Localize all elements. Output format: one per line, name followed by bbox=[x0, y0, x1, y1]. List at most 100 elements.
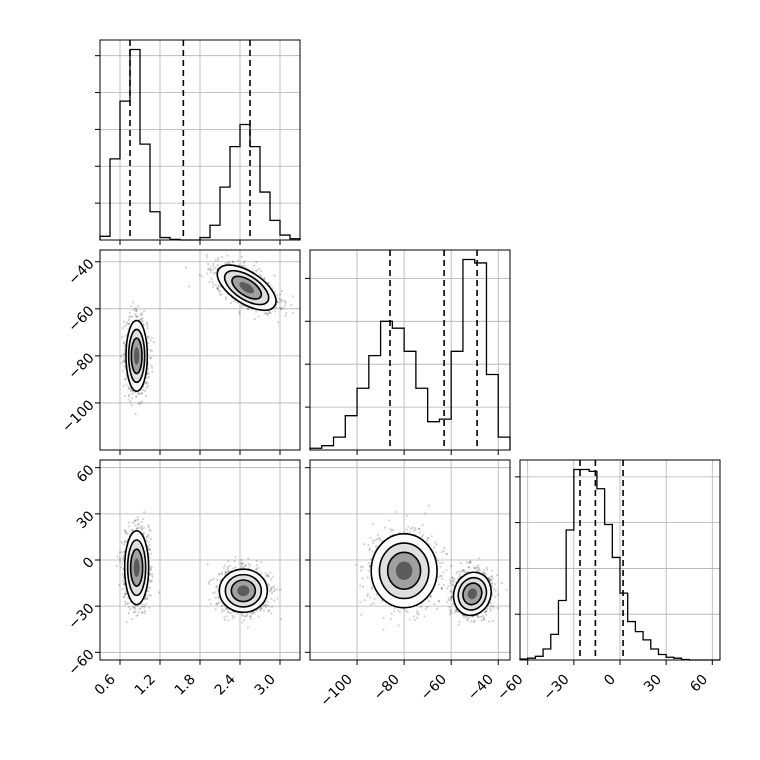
scatter-point bbox=[123, 324, 126, 328]
scatter-point bbox=[267, 604, 270, 607]
scatter-point bbox=[205, 253, 208, 257]
histogram-bar bbox=[416, 388, 428, 450]
scatter-point bbox=[216, 602, 219, 605]
histogram-bar bbox=[369, 356, 381, 450]
scatter-point bbox=[131, 315, 134, 318]
scatter-point bbox=[211, 591, 215, 594]
histogram-bar bbox=[392, 328, 404, 450]
scatter-point bbox=[246, 614, 249, 617]
scatter-point bbox=[240, 304, 243, 307]
scatter-point bbox=[132, 308, 136, 311]
scatter-point bbox=[268, 311, 271, 314]
scatter-point bbox=[146, 324, 149, 328]
scatter-point bbox=[127, 521, 130, 524]
histogram-bar bbox=[486, 374, 498, 450]
scatter-point bbox=[218, 601, 221, 604]
scatter-point bbox=[147, 533, 150, 536]
scatter-point bbox=[272, 599, 276, 602]
scatter-point bbox=[221, 608, 224, 611]
scatter-point bbox=[226, 570, 229, 573]
scatter-point bbox=[255, 269, 259, 272]
scatter-point bbox=[224, 606, 228, 610]
scatter-point bbox=[207, 582, 211, 585]
scatter-point bbox=[145, 536, 148, 539]
scatter-point bbox=[135, 527, 138, 530]
scatter-point bbox=[238, 310, 241, 313]
scatter-point bbox=[220, 255, 224, 258]
scatter-point bbox=[217, 596, 220, 600]
scatter-point bbox=[121, 573, 124, 576]
scatter-point bbox=[149, 339, 152, 342]
scatter-point bbox=[239, 561, 242, 565]
scatter-point bbox=[140, 603, 143, 606]
scatter-point bbox=[124, 540, 127, 543]
scatter-point bbox=[144, 381, 148, 384]
scatter-point bbox=[241, 561, 245, 564]
scatter-point bbox=[131, 397, 134, 400]
scatter-point bbox=[267, 281, 270, 284]
scatter-point bbox=[223, 564, 227, 567]
histogram-bar bbox=[345, 416, 357, 450]
scatter-point bbox=[130, 529, 133, 532]
scatter-point bbox=[122, 542, 125, 546]
scatter-point bbox=[267, 610, 270, 613]
scatter-panel-0-1: −100−80−60−40 bbox=[59, 249, 301, 455]
scatter-point bbox=[255, 567, 258, 571]
histogram-bar bbox=[551, 634, 559, 660]
scatter-point bbox=[147, 548, 150, 551]
scatter-point bbox=[141, 388, 145, 392]
scatter-point bbox=[149, 349, 152, 352]
scatter-point bbox=[217, 595, 220, 599]
histogram-bar bbox=[428, 422, 440, 450]
histogram-panel-0 bbox=[95, 39, 301, 245]
scatter-point bbox=[264, 572, 267, 575]
scatter-point bbox=[270, 612, 273, 615]
scatter-point bbox=[124, 592, 127, 595]
scatter-point bbox=[147, 590, 150, 593]
scatter-point bbox=[243, 260, 246, 263]
scatter-point bbox=[259, 607, 263, 610]
scatter-point bbox=[123, 378, 126, 381]
scatter-point bbox=[240, 558, 243, 561]
scatter-point bbox=[266, 312, 269, 315]
scatter-point bbox=[144, 597, 147, 600]
scatter-point bbox=[231, 616, 234, 620]
scatter-point bbox=[147, 341, 150, 345]
scatter-point bbox=[135, 527, 138, 530]
scatter-point bbox=[141, 610, 144, 613]
histogram-bar bbox=[597, 489, 605, 660]
histogram-bar bbox=[566, 530, 574, 660]
scatter-point bbox=[267, 609, 271, 612]
scatter-point bbox=[217, 286, 220, 289]
scatter-point bbox=[127, 387, 130, 391]
scatter-point bbox=[147, 375, 151, 378]
scatter-point bbox=[249, 615, 252, 618]
scatter-point bbox=[127, 611, 130, 615]
scatter-point bbox=[240, 255, 243, 259]
y-tick-label: −100 bbox=[59, 397, 98, 436]
scatter-point bbox=[236, 259, 239, 262]
scatter-point bbox=[212, 272, 215, 275]
density-contour bbox=[223, 269, 270, 306]
scatter-point bbox=[131, 521, 135, 524]
scatter-point bbox=[140, 521, 143, 524]
scatter-point bbox=[247, 562, 250, 566]
scatter-point bbox=[279, 293, 282, 296]
scatter-point bbox=[240, 563, 243, 566]
scatter-point bbox=[146, 370, 149, 373]
scatter-point bbox=[260, 274, 263, 278]
scatter-point bbox=[254, 568, 258, 571]
scatter-point bbox=[227, 569, 230, 572]
scatter-point bbox=[121, 326, 125, 330]
scatter-point bbox=[206, 268, 210, 271]
scatter-point bbox=[121, 557, 124, 560]
scatter-point bbox=[146, 385, 149, 388]
scatter-point bbox=[131, 606, 134, 609]
scatter-point bbox=[220, 573, 224, 576]
scatter-point bbox=[214, 271, 217, 274]
scatter-point bbox=[135, 310, 138, 313]
scatter-point bbox=[150, 349, 153, 353]
histogram-bar bbox=[451, 351, 463, 450]
scatter-point bbox=[130, 404, 133, 407]
scatter-point bbox=[273, 274, 276, 277]
